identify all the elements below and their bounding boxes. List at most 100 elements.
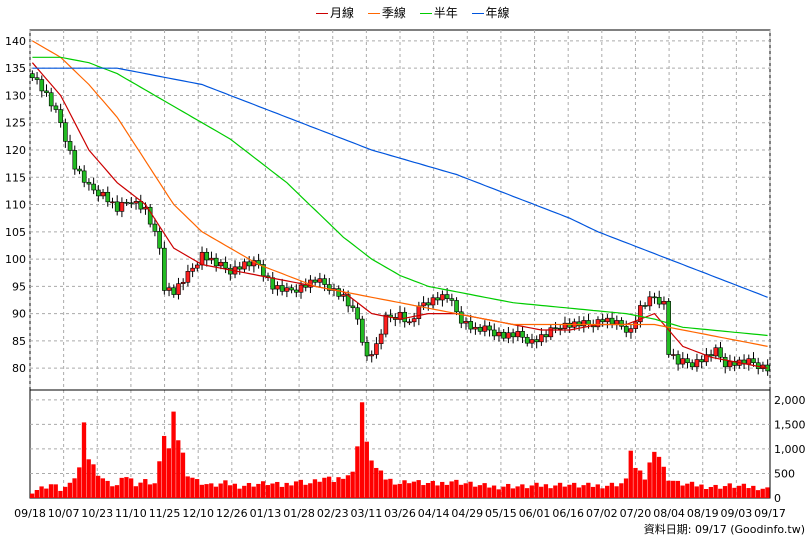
volume-bar [524, 488, 530, 498]
candle-body [298, 284, 304, 293]
volume-bar [152, 483, 157, 498]
volume-bar [553, 485, 558, 498]
volume-bar [562, 486, 567, 498]
candle-body [548, 327, 554, 338]
volume-bar [81, 422, 87, 498]
price-tick-label: 130 [5, 89, 26, 102]
price-tick-label: 120 [5, 144, 26, 157]
volume-bar [180, 452, 186, 498]
moving-average-lines [31, 40, 768, 369]
candle-body [520, 331, 525, 338]
volume-bar [171, 411, 176, 498]
candle-body [647, 296, 653, 307]
volume-bar [317, 481, 322, 498]
candle-body [468, 321, 474, 330]
candle-body [704, 354, 709, 363]
x-tick-label: 11/10 [115, 507, 147, 520]
volume-bar [289, 485, 294, 498]
volume-bar [270, 483, 275, 498]
candle-body [685, 358, 690, 364]
volume-bar [619, 483, 624, 498]
volume-bar [124, 477, 129, 498]
candle-body [496, 331, 502, 337]
x-tick-label: 09/03 [721, 507, 753, 520]
volume-bar [581, 485, 586, 498]
price-tick-label: 110 [5, 199, 26, 212]
volume-bar [218, 483, 223, 498]
candle-body [110, 201, 115, 204]
candle-body [524, 336, 530, 344]
volume-bar [388, 478, 393, 498]
candle-body [345, 294, 351, 307]
volume-bar [506, 483, 511, 498]
candle-body [223, 261, 228, 269]
volume-bar [242, 485, 247, 498]
x-tick-label: 07/02 [586, 507, 618, 520]
candle-body [81, 170, 87, 183]
x-tick-label: 08/19 [687, 507, 719, 520]
x-tick-label: 05/15 [485, 507, 517, 520]
candle-body [529, 339, 535, 344]
volume-bar [91, 464, 96, 498]
volume-bar [114, 485, 120, 498]
candle-body [562, 322, 568, 329]
volume-bar [133, 486, 139, 498]
volume-bar [416, 480, 421, 498]
candle-body [152, 223, 158, 232]
volume-bar [355, 446, 360, 498]
volume-bar [77, 467, 82, 498]
candle-body [501, 331, 506, 339]
candle-body [378, 333, 384, 344]
moving-average-line [32, 40, 768, 347]
volume-bar [515, 486, 520, 498]
volume-bar [704, 489, 709, 498]
candle-body [105, 191, 111, 203]
candle-body [44, 90, 49, 94]
candle-body [440, 294, 445, 301]
candle-body [430, 297, 436, 306]
candle-body [166, 287, 172, 291]
volume-bar [614, 486, 619, 498]
volume-bar [440, 481, 445, 498]
candle-body [553, 327, 558, 330]
candle-body [39, 79, 45, 92]
volume-bar [100, 478, 106, 498]
volume-bar [449, 481, 454, 498]
volume-bar [699, 484, 704, 498]
x-tick-label: 09/17 [754, 507, 786, 520]
volume-bar [718, 488, 723, 498]
candle-body [628, 328, 634, 333]
volume-bar [326, 476, 332, 498]
moving-average-line [32, 56, 768, 337]
volume-bar [62, 486, 68, 498]
volume-bar [520, 484, 525, 498]
volume-bar [105, 480, 110, 498]
candle-body [506, 332, 511, 339]
volume-bar [246, 482, 252, 498]
candle-body [746, 358, 752, 365]
candle-body [209, 257, 214, 261]
candle-body [355, 307, 360, 320]
volume-bar [364, 441, 369, 498]
volume-bar [232, 483, 237, 498]
volume-bar [265, 485, 270, 498]
x-tick-label: 03/26 [384, 507, 416, 520]
volume-bar [147, 484, 153, 498]
candle-body [510, 332, 516, 338]
candle-body [246, 261, 252, 267]
candle-body [539, 334, 544, 343]
volume-bar [411, 481, 417, 498]
volume-bar [44, 488, 49, 498]
footer-source: 資料日期: 09/17 (Goodinfo.tw) [644, 522, 805, 536]
volume-bar [529, 485, 534, 498]
candle-body [638, 305, 643, 323]
volume-bar [633, 467, 638, 498]
price-tick-label: 140 [5, 35, 26, 48]
volume-bar [223, 480, 228, 498]
volume-bar [487, 487, 492, 498]
volume-bar [534, 482, 539, 498]
volume-bar [383, 479, 388, 498]
candle-body [270, 277, 276, 290]
volume-bar [689, 481, 695, 498]
